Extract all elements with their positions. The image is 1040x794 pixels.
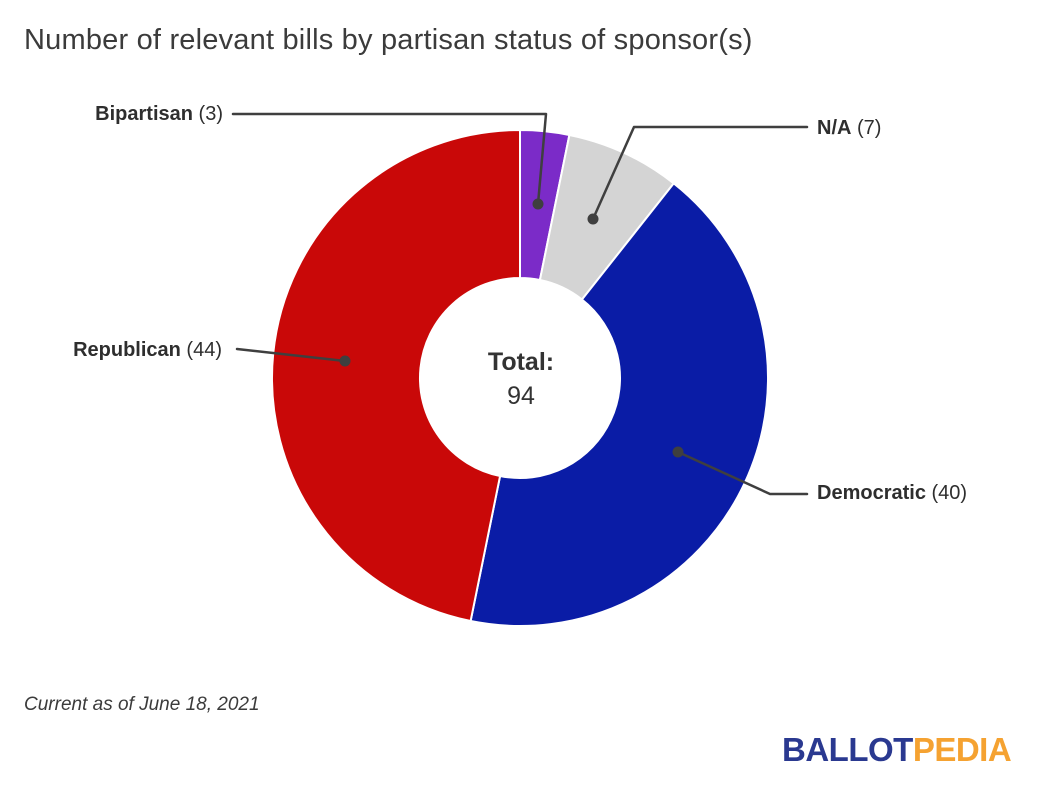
slice-label-na: N/A [817,117,852,139]
slice-label-republican: Republican [73,339,181,361]
callout-republican: Republican (44) [73,338,222,362]
logo-ballot-text: BALLOT [782,731,913,768]
slice-count-na: (7) [857,117,882,139]
leader-na-dot [587,213,599,225]
footnote: Current as of June 18, 2021 [24,694,260,715]
donut-center-total: Total: 94 [488,345,554,413]
leader-democratic [676,450,809,496]
ballotpedia-logo: BALLOTPEDIA [782,731,1012,769]
leader-bipartisan-dot [532,198,544,210]
pie-slice-democratic [469,182,769,627]
slice-count-democratic: (40) [931,482,968,504]
chart-title: Number of relevant bills by partisan sta… [24,24,753,56]
slice-count-bipartisan: (3) [198,103,223,125]
pie-slice-republican [271,129,521,623]
leader-democratic-dot [672,446,684,458]
total-label: Total: [487,348,555,376]
leader-na [591,125,809,221]
slice-label-democratic: Democratic [817,482,926,504]
leader-bipartisan [231,112,548,206]
callout-bipartisan: Bipartisan (3) [95,102,223,126]
total-value: 94 [507,382,535,410]
slice-count-republican: (44) [186,339,222,361]
leader-republican-dot [339,355,351,367]
slice-label-bipartisan: Bipartisan [95,103,193,125]
leader-republican [235,347,347,363]
callout-na: N/A (7) [817,116,881,140]
callout-democratic: Democratic (40) [817,481,967,505]
logo-pedia-text: PEDIA [912,731,1012,768]
